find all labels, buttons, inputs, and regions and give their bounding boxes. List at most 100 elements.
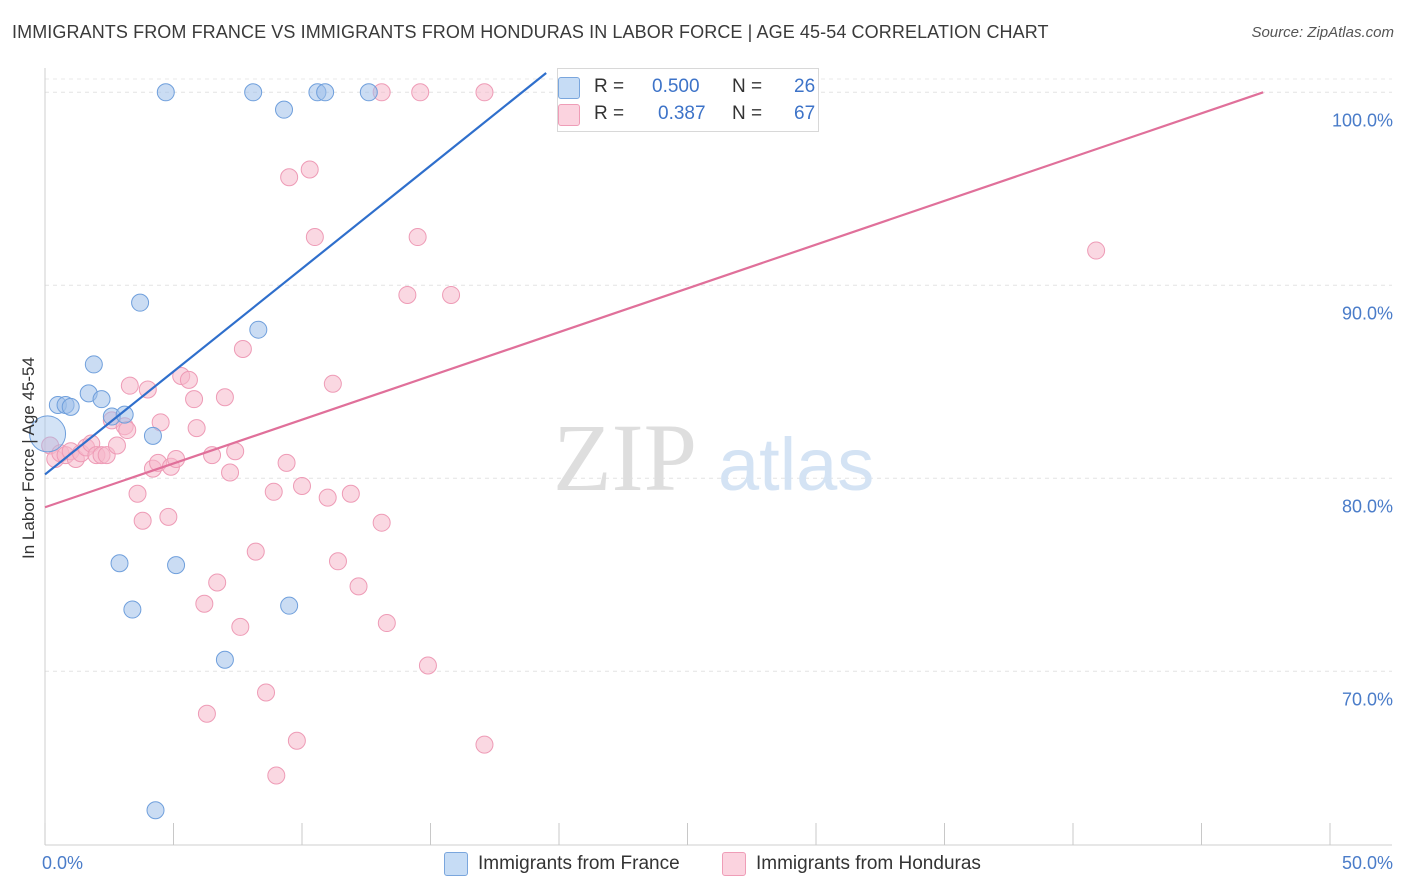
- trend-lines: [44, 72, 1264, 509]
- honduras-point: [328, 552, 347, 571]
- watermark-zip: ZIP: [553, 404, 697, 511]
- honduras-n-value: 67: [794, 103, 816, 124]
- x-tick-label-min: 0.0%: [42, 853, 83, 873]
- honduras-point: [475, 735, 494, 754]
- france-n-label: N =: [732, 76, 763, 97]
- france-point: [280, 596, 299, 615]
- legend-honduras-swatch: [722, 852, 746, 876]
- france-point: [316, 83, 335, 102]
- x-tick-label-max: 50.0%: [1342, 853, 1393, 873]
- france-point: [143, 426, 162, 445]
- honduras-r-value: 0.387: [658, 103, 706, 124]
- y-tick-label: 70.0%: [1342, 689, 1393, 709]
- honduras-point: [305, 228, 324, 247]
- y-axis-label: In Labor Force | Age 45-54: [19, 357, 38, 559]
- source-credit: Source: ZipAtlas.com: [1251, 24, 1394, 41]
- honduras-point: [231, 617, 250, 636]
- watermark: ZIP atlas: [553, 404, 874, 511]
- stats-legend: R = 0.500 N = 26 R = 0.387 N = 67: [557, 68, 819, 132]
- honduras-point: [107, 436, 126, 455]
- honduras-trend-line: [44, 91, 1264, 509]
- honduras-point: [341, 484, 360, 503]
- france-point: [84, 355, 103, 374]
- france-point: [29, 415, 67, 453]
- france-point: [215, 650, 234, 669]
- honduras-n-label: N =: [732, 103, 763, 124]
- honduras-point: [349, 577, 368, 596]
- axes: [44, 68, 1392, 846]
- honduras-point: [293, 477, 311, 496]
- tick-labels: 70.0% 80.0% 90.0% 100.0% 0.0% 50.0%: [42, 110, 1393, 873]
- honduras-point: [1087, 241, 1106, 260]
- france-n-value: 26: [794, 76, 816, 97]
- france-r-value: 0.500: [652, 76, 700, 97]
- honduras-point: [118, 421, 137, 440]
- honduras-point: [398, 285, 417, 304]
- honduras-point: [195, 594, 214, 613]
- honduras-point: [133, 511, 152, 530]
- france-point: [167, 556, 186, 575]
- honduras-point: [408, 228, 427, 247]
- france-point: [275, 100, 294, 119]
- honduras-swatch: [558, 104, 580, 126]
- honduras-point: [233, 339, 252, 358]
- series-legend: Immigrants from France Immigrants from H…: [0, 852, 1406, 878]
- honduras-point: [138, 380, 157, 399]
- france-point: [92, 390, 111, 409]
- honduras-point: [185, 390, 204, 409]
- honduras-point: [372, 513, 391, 532]
- honduras-point: [151, 413, 170, 432]
- france-point: [131, 293, 150, 312]
- france-point: [359, 83, 378, 102]
- honduras-point: [267, 766, 286, 785]
- honduras-point: [318, 488, 337, 507]
- honduras-point: [411, 83, 430, 102]
- honduras-point: [287, 731, 306, 750]
- france-point: [115, 405, 134, 424]
- france-point: [249, 320, 268, 339]
- france-trend-line: [44, 72, 547, 476]
- y-tick-label: 100.0%: [1332, 110, 1393, 130]
- france-point: [244, 83, 263, 102]
- france-swatch: [558, 77, 580, 99]
- honduras-point: [280, 168, 299, 187]
- france-series: [29, 83, 671, 820]
- honduras-point: [323, 374, 342, 393]
- france-r-label: R =: [594, 76, 625, 97]
- honduras-point: [475, 83, 494, 102]
- legend-france-swatch: [444, 852, 468, 876]
- y-tick-label: 90.0%: [1342, 303, 1393, 323]
- honduras-point: [128, 484, 147, 503]
- chart-title: IMMIGRANTS FROM FRANCE VS IMMIGRANTS FRO…: [12, 22, 1049, 42]
- france-point: [123, 600, 142, 619]
- honduras-point: [264, 482, 283, 501]
- honduras-point: [179, 370, 198, 389]
- honduras-r-label: R =: [594, 103, 625, 124]
- honduras-point: [300, 160, 319, 179]
- honduras-point: [442, 285, 461, 304]
- legend-france-label: Immigrants from France: [478, 853, 680, 874]
- france-point: [156, 83, 175, 102]
- watermark-atlas: atlas: [718, 423, 874, 506]
- france-point: [146, 801, 165, 820]
- legend-honduras-label: Immigrants from Honduras: [756, 853, 981, 874]
- honduras-point: [159, 507, 178, 526]
- honduras-point: [215, 388, 234, 407]
- honduras-point: [277, 453, 296, 472]
- honduras-point: [257, 683, 276, 702]
- y-tick-label: 80.0%: [1342, 496, 1393, 516]
- legend-item-france: Immigrants from France: [444, 852, 680, 876]
- honduras-point: [187, 419, 206, 438]
- honduras-point: [221, 463, 240, 482]
- honduras-point: [246, 542, 265, 561]
- france-point: [61, 397, 80, 416]
- france-point: [110, 554, 129, 573]
- honduras-point: [197, 704, 216, 723]
- legend-item-honduras: Immigrants from Honduras: [722, 852, 981, 876]
- honduras-point: [377, 614, 396, 633]
- grid-lines: [45, 78, 1392, 672]
- honduras-point: [418, 656, 437, 675]
- honduras-point: [120, 376, 139, 395]
- honduras-point: [208, 573, 227, 592]
